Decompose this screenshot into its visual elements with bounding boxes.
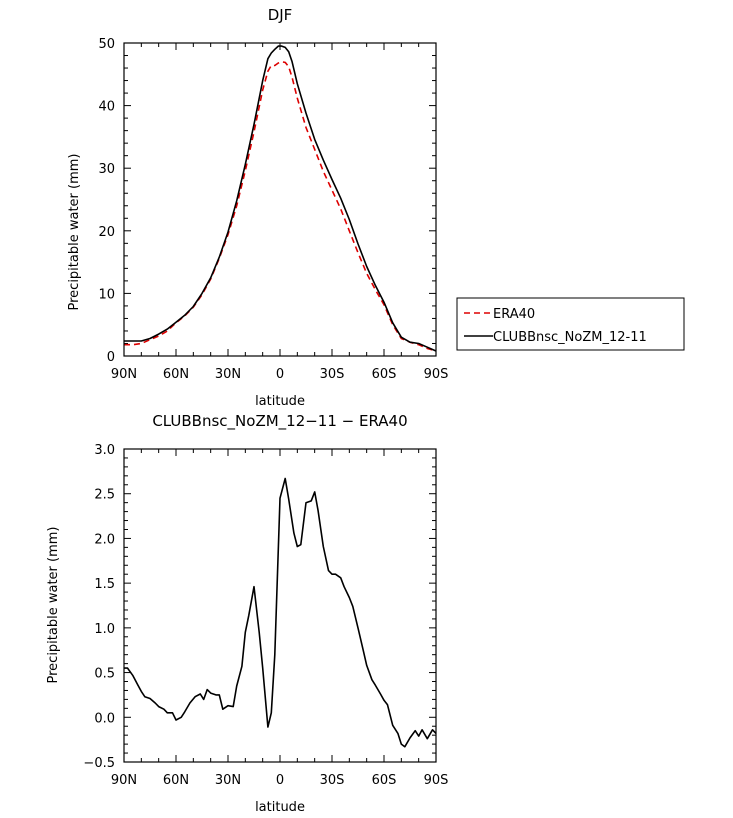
panel2-ticks: 90N 60N 30N 0 30S 60S 90S −0.5 0.0 0.5 1.0 1.5 2.0 2.… [83, 443, 448, 788]
p1-ytick-label: 30 [98, 162, 115, 177]
panel2-lines [124, 477, 437, 748]
p1-ytick-label: 10 [98, 287, 115, 302]
p2-xtick-label: 60S [372, 773, 397, 788]
p2-xtick-label: 90S [424, 773, 449, 788]
p2-ytick-label: 3.0 [94, 443, 115, 458]
p2-ytick-label: 2.5 [94, 488, 115, 503]
p1-xtick-label: 60S [372, 367, 397, 382]
panel2-title: CLUBBnsc_NoZM_12−11 − ERA40 [152, 412, 407, 431]
panel1-title: DJF [268, 6, 293, 24]
p1-xtick-label: 0 [276, 367, 284, 382]
p2-ytick-label: 0.0 [94, 711, 115, 726]
p2-xtick-label: 30S [320, 773, 345, 788]
panel2-frame [123, 448, 437, 763]
p2-xtick-label: 0 [276, 773, 284, 788]
p1-xtick-label: 30S [320, 367, 345, 382]
legend-box [456, 297, 685, 351]
p1-xtick-label: 60N [163, 367, 189, 382]
panel-difference: CLUBBnsc_NoZM_12−11 − ERA40 latitude Pre… [46, 412, 448, 815]
p2-ytick-label: 0.5 [94, 667, 115, 682]
legend-clubb-label: CLUBBnsc_NoZM_12-11 [493, 330, 647, 345]
p1-series-clubbnsc-nozm-12-11 [124, 45, 437, 352]
p1-xtick-label: 90N [111, 367, 137, 382]
p1-xtick-label: 90S [424, 367, 449, 382]
panel2-xlabel: latitude [255, 800, 305, 815]
panel1-ylabel: Precipitable water (mm) [67, 154, 82, 311]
p2-xtick-label: 90N [111, 773, 137, 788]
p1-ytick-label: 40 [98, 100, 115, 115]
p1-ytick-label: 50 [98, 37, 115, 52]
p2-ytick-label: 1.0 [94, 622, 115, 637]
p2-ytick-label: 2.0 [94, 532, 115, 547]
panel1-xlabel: latitude [255, 394, 305, 409]
p2-xtick-label: 30N [215, 773, 241, 788]
p1-ytick-label: 20 [98, 225, 115, 240]
p1-ytick-label: 0 [107, 350, 115, 365]
panel2-ylabel: Precipitable water (mm) [46, 527, 61, 684]
p2-ytick-label: −0.5 [83, 756, 115, 771]
p2-series-difference [124, 477, 437, 748]
p2-xtick-label: 60N [163, 773, 189, 788]
legend-era40-label: ERA40 [493, 307, 535, 322]
p1-series-era40 [124, 60, 437, 352]
p2-ytick-label: 1.5 [94, 577, 115, 592]
panel-djf: DJF latitude Precipitable water (mm) 90N… [67, 6, 448, 409]
panel1-lines [124, 45, 437, 352]
panel1-frame [123, 42, 437, 357]
legend: ERA40 CLUBBnsc_NoZM_12-11 [456, 297, 685, 351]
p1-xtick-label: 30N [215, 367, 241, 382]
